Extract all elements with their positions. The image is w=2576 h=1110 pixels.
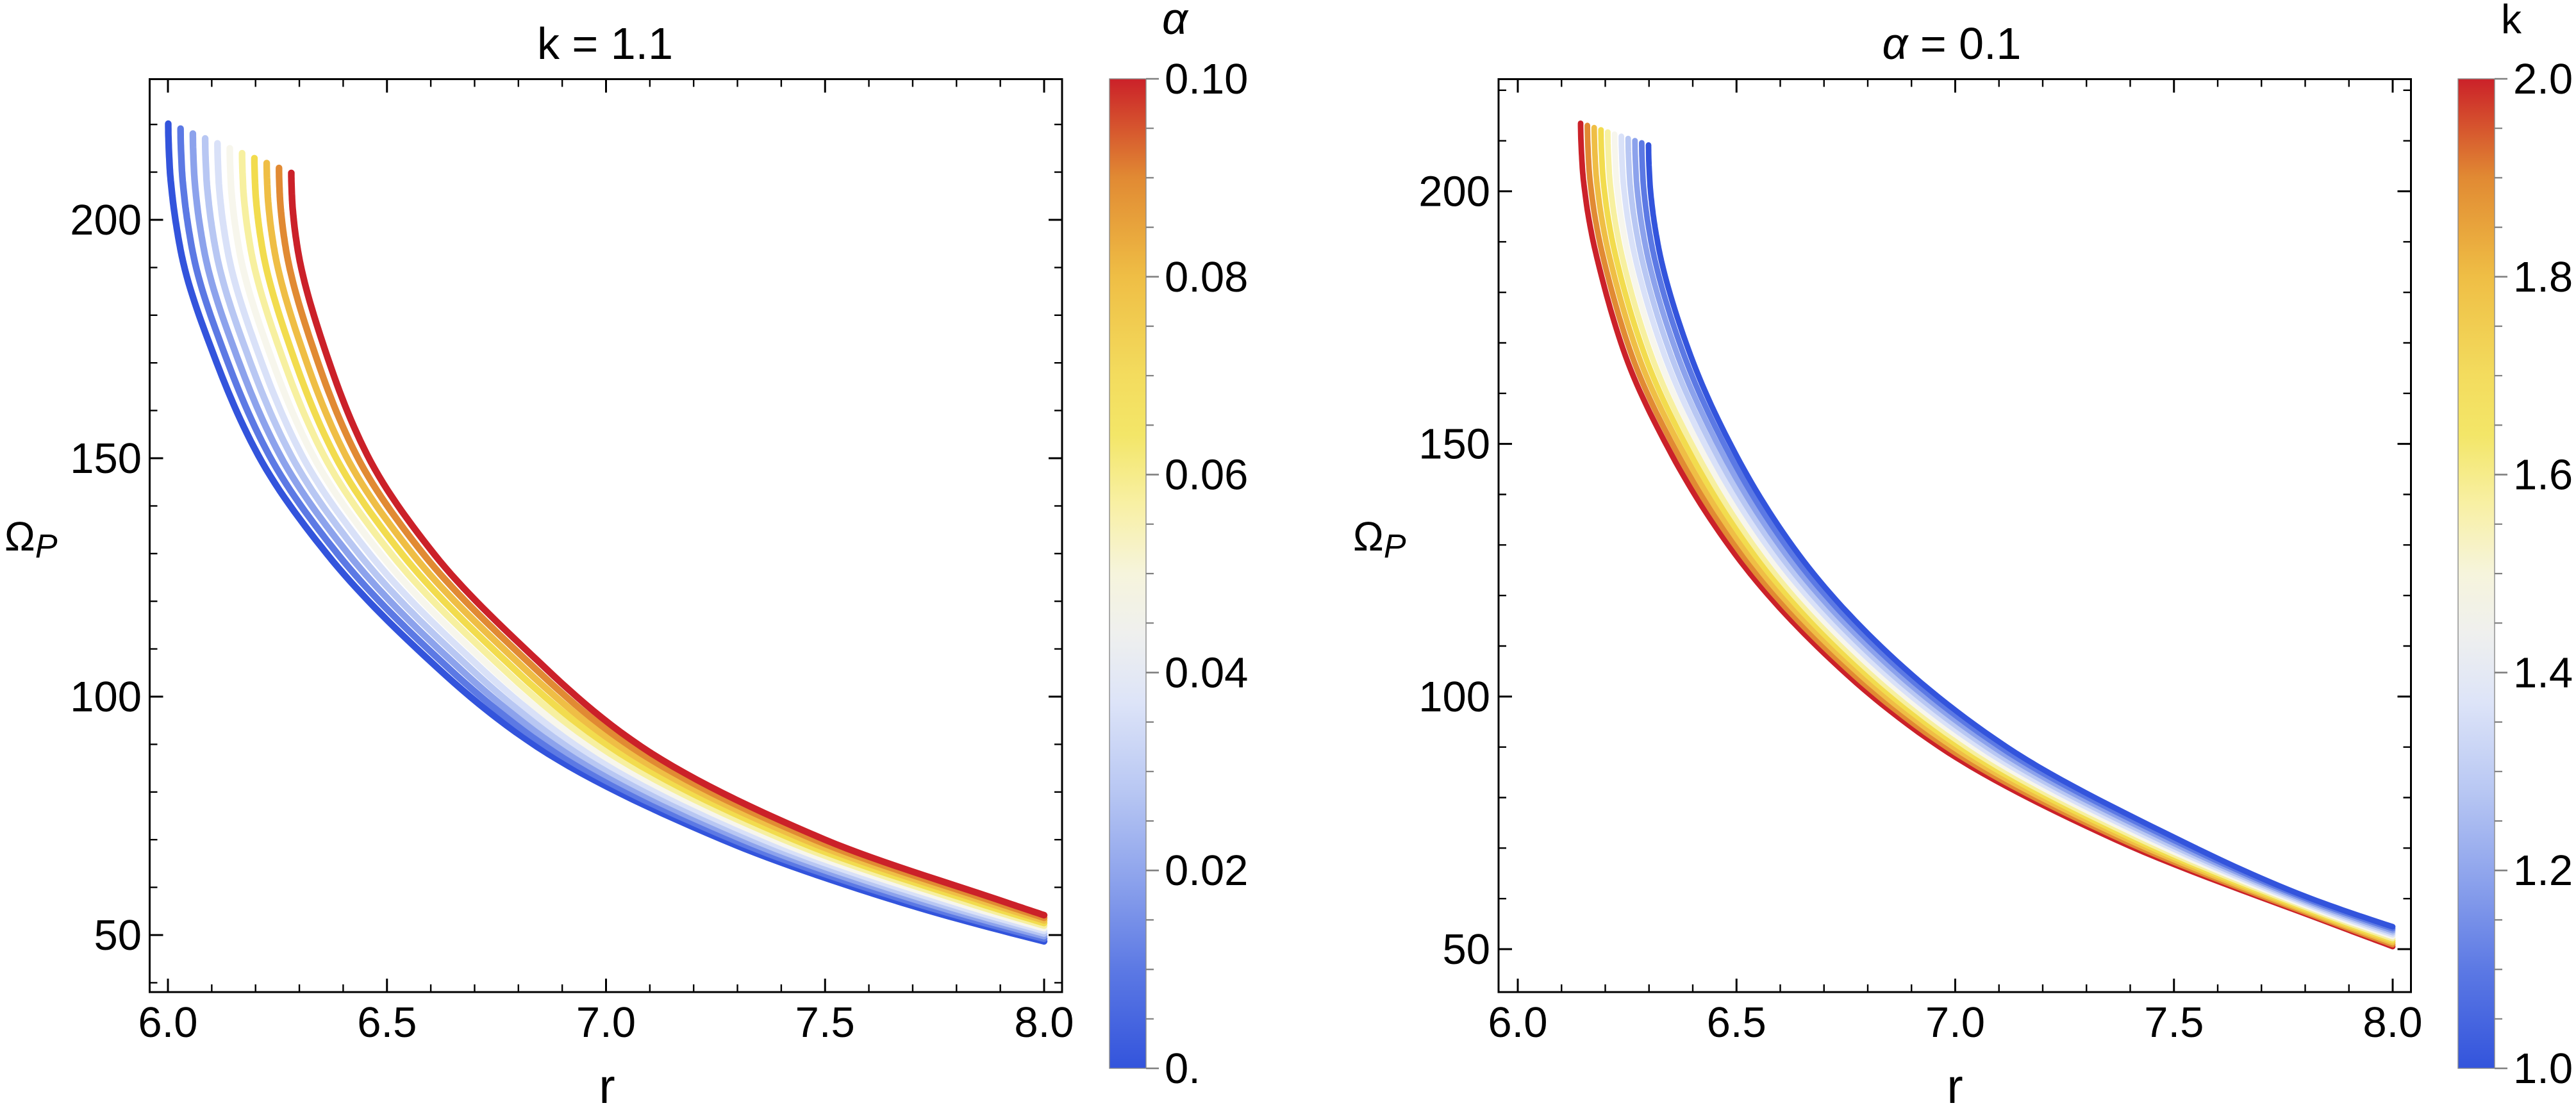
svg-text:7.5: 7.5 xyxy=(795,998,855,1047)
svg-text:1.0: 1.0 xyxy=(2513,1045,2573,1093)
svg-text:r: r xyxy=(1947,1059,1963,1107)
svg-text:7.0: 7.0 xyxy=(1925,998,1985,1047)
svg-text:200: 200 xyxy=(70,196,142,244)
svg-text:150: 150 xyxy=(1418,420,1490,468)
svg-text:8.0: 8.0 xyxy=(2363,998,2422,1047)
svg-text:α: α xyxy=(1162,0,1189,44)
svg-text:ΩP: ΩP xyxy=(1353,513,1406,565)
svg-text:150: 150 xyxy=(70,435,142,483)
svg-text:0.08: 0.08 xyxy=(1165,253,1248,301)
svg-text:50: 50 xyxy=(1442,925,1490,973)
svg-text:1.4: 1.4 xyxy=(2513,649,2573,697)
svg-text:6.5: 6.5 xyxy=(357,998,417,1047)
svg-text:0.04: 0.04 xyxy=(1165,649,1248,697)
svg-text:1.6: 1.6 xyxy=(2513,451,2573,499)
svg-text:6.5: 6.5 xyxy=(1707,998,1766,1047)
svg-text:0.06: 0.06 xyxy=(1165,451,1248,499)
svg-text:6.0: 6.0 xyxy=(1488,998,1547,1047)
svg-text:100: 100 xyxy=(1418,673,1490,721)
svg-text:0.: 0. xyxy=(1165,1045,1201,1093)
svg-text:r: r xyxy=(599,1059,615,1107)
svg-text:7.0: 7.0 xyxy=(576,998,636,1047)
svg-text:k = 1.1: k = 1.1 xyxy=(537,19,673,69)
svg-text:1.8: 1.8 xyxy=(2513,253,2573,301)
svg-text:k: k xyxy=(2501,0,2522,42)
svg-text:ΩP: ΩP xyxy=(4,513,58,565)
svg-text:50: 50 xyxy=(94,911,142,959)
svg-text:7.5: 7.5 xyxy=(2144,998,2204,1047)
svg-text:100: 100 xyxy=(70,673,142,721)
svg-text:0.10: 0.10 xyxy=(1165,55,1248,103)
svg-text:1.2: 1.2 xyxy=(2513,847,2573,895)
svg-text:0.02: 0.02 xyxy=(1165,847,1248,895)
svg-text:2.0: 2.0 xyxy=(2513,55,2573,103)
svg-text:8.0: 8.0 xyxy=(1014,998,1074,1047)
svg-text:200: 200 xyxy=(1418,168,1490,216)
svg-text:α = 0.1: α = 0.1 xyxy=(1882,19,2021,69)
svg-text:6.0: 6.0 xyxy=(138,998,197,1047)
